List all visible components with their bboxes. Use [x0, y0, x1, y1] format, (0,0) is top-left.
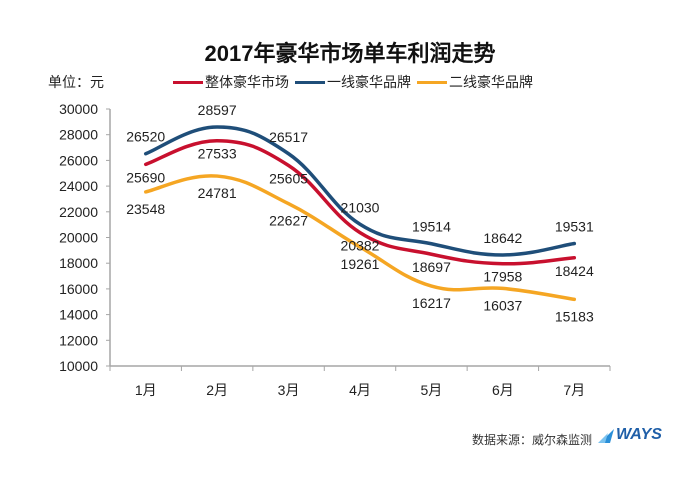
- y-tick-label: 30000: [59, 101, 98, 117]
- y-tick-label: 12000: [59, 332, 98, 348]
- data-label: 27533: [198, 146, 237, 162]
- data-label: 18424: [555, 263, 594, 279]
- data-label: 16217: [412, 295, 451, 311]
- ways-logo-icon: [598, 429, 614, 443]
- x-tick-label: 1月: [135, 382, 157, 398]
- y-unit-label: 单位：元: [48, 74, 104, 90]
- data-label: 24781: [198, 185, 237, 201]
- legend-item-overall: 整体豪华市场: [173, 72, 289, 92]
- x-tick-label: 6月: [492, 382, 514, 398]
- y-tick-label: 10000: [59, 358, 98, 374]
- y-tick-label: 18000: [59, 255, 98, 271]
- y-tick-label: 26000: [59, 152, 98, 168]
- x-tick-label: 5月: [421, 382, 443, 398]
- data-label: 25690: [126, 169, 165, 185]
- data-label: 18642: [483, 230, 522, 246]
- data-label: 19261: [341, 256, 380, 272]
- data-label: 23548: [126, 201, 165, 217]
- legend-label: 一线豪华品牌: [327, 74, 411, 90]
- x-tick-label: 2月: [206, 382, 228, 398]
- data-label: 26517: [269, 129, 308, 145]
- data-label: 15183: [555, 308, 594, 324]
- data-label: 19514: [412, 219, 451, 235]
- data-source-note: 数据来源：威尔森监测: [472, 433, 593, 447]
- legend-item-tier2: 二线豪华品牌: [417, 72, 533, 92]
- y-tick-label: 14000: [59, 307, 98, 323]
- y-tick-label: 28000: [59, 127, 98, 143]
- data-label: 25605: [269, 170, 308, 186]
- data-label: 22627: [269, 213, 308, 229]
- series-line: [143, 138, 577, 266]
- series-line: [143, 125, 577, 257]
- data-label: 19531: [555, 219, 594, 235]
- ways-logo: WAYS: [616, 426, 662, 443]
- x-tick-label: 7月: [563, 382, 585, 398]
- legend-label: 整体豪华市场: [205, 74, 289, 90]
- x-tick-label: 4月: [349, 382, 371, 398]
- series-line: [143, 174, 577, 302]
- legend-label: 二线豪华品牌: [449, 74, 533, 90]
- legend-item-tier1: 一线豪华品牌: [295, 72, 411, 92]
- data-label: 16037: [483, 297, 522, 313]
- y-tick-label: 20000: [59, 230, 98, 246]
- x-tick-label: 3月: [278, 382, 300, 398]
- y-tick-label: 16000: [59, 281, 98, 297]
- legend-swatch-icon: [295, 80, 325, 84]
- y-tick-label: 22000: [59, 204, 98, 220]
- chart-title: 2017年豪华市场单车利润走势: [204, 41, 496, 66]
- legend-swatch-icon: [417, 80, 447, 84]
- y-tick-label: 24000: [59, 178, 98, 194]
- legend-swatch-icon: [173, 80, 203, 84]
- data-label: 20382: [341, 238, 380, 254]
- data-label: 21030: [341, 199, 380, 215]
- data-label: 26520: [126, 129, 165, 145]
- chart-legend: 整体豪华市场 一线豪华品牌 二线豪华品牌: [173, 72, 539, 92]
- data-label: 17958: [483, 269, 522, 285]
- data-label: 28597: [198, 102, 237, 118]
- data-label: 18697: [412, 259, 451, 275]
